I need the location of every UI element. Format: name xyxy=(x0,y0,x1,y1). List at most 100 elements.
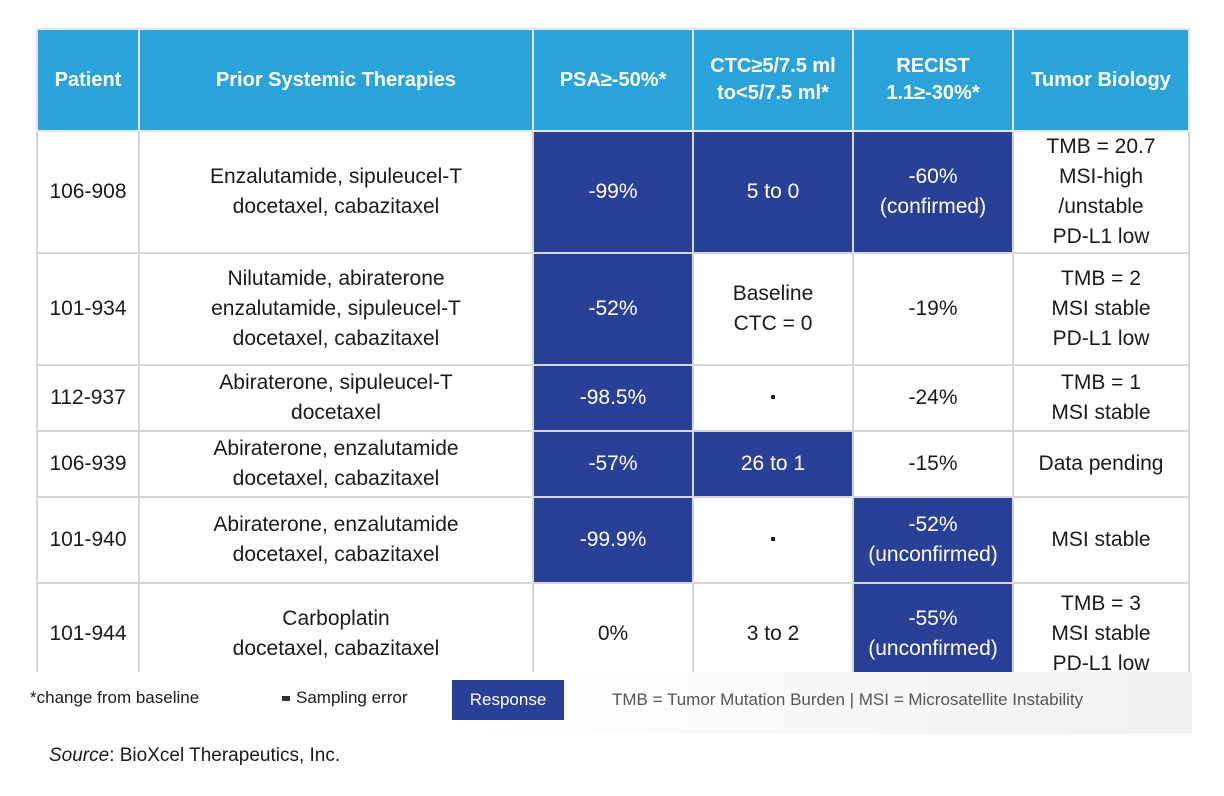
therapies-line: Carboplatin xyxy=(282,607,390,630)
recist-cell: -55% (unconfirmed) xyxy=(852,582,1014,686)
therapies-line: docetaxel, cabazitaxel xyxy=(232,467,440,490)
recist-line: -15% xyxy=(908,452,958,475)
biology-cell: TMB = 1 MSI stable xyxy=(1012,364,1190,432)
recist-line: -60% xyxy=(908,165,958,188)
therapies-line: Abiraterone, enzalutamide xyxy=(213,437,459,460)
column-header-line: RECIST 1.1 xyxy=(886,55,970,104)
column-header-line: Prior Systemic Therapies xyxy=(215,68,457,91)
psa-line: -98.5% xyxy=(579,386,647,409)
therapies-cell: Carboplatin docetaxel, cabazitaxel xyxy=(138,582,534,686)
table-body: 106-908 Enzalutamide, sipuleucel-T docetax… xyxy=(36,130,1190,686)
psa-line: -57% xyxy=(588,452,638,475)
ctc-cell: ▪ xyxy=(692,496,854,584)
psa-line: -52% xyxy=(588,297,638,320)
biology-line: TMB = 3 xyxy=(1061,592,1141,615)
column-header: Patient xyxy=(36,28,140,132)
psa-cell: 0% xyxy=(532,582,694,686)
column-header-line: ≥-30%* xyxy=(914,82,980,104)
ctc-cell: 3 to 2 xyxy=(692,582,854,686)
patient-cell: 101-944 xyxy=(36,582,140,686)
ctc-cell: 5 to 0 xyxy=(692,130,854,254)
biology-line: Data pending xyxy=(1038,452,1164,475)
abbreviation-legend: TMB = Tumor Mutation Burden | MSI = Micr… xyxy=(612,690,1084,709)
table-row: 101-944 Carboplatin docetaxel, cabazitaxel… xyxy=(36,582,1190,686)
ctc-cell: Baseline CTC = 0 xyxy=(692,252,854,366)
biology-cell: MSI stable xyxy=(1012,496,1190,584)
psa-cell: -98.5% xyxy=(532,364,694,432)
table-row: 101-940 Abiraterone, enzalutamide docetaxe… xyxy=(36,496,1190,584)
biology-line: TMB = 2 xyxy=(1061,267,1141,290)
column-header: PSA≥-50%* xyxy=(532,28,694,132)
recist-line: -24% xyxy=(908,386,958,409)
recist-line: -52% xyxy=(908,513,958,536)
source-label: Source xyxy=(49,745,110,766)
therapies-line: Abiraterone, sipuleucel-T xyxy=(219,371,453,394)
biology-line: TMB = 20.7 xyxy=(1046,135,1156,158)
recist-line: (unconfirmed) xyxy=(868,543,998,566)
patient-cell: 101-940 xyxy=(36,496,140,584)
table-header-row: Patient Prior Systemic Therapies PSA≥-50%*… xyxy=(36,28,1190,132)
ctc-line: Baseline xyxy=(732,282,814,305)
patient-cell: 106-908 xyxy=(36,130,140,254)
ctc-line: 26 to 1 xyxy=(740,452,806,475)
table-row: 112-937 Abiraterone, sipuleucel-T docetaxe… xyxy=(36,364,1190,432)
recist-cell: -15% xyxy=(852,430,1014,498)
legend-bar: *change from baseline Sampling error Res… xyxy=(0,672,1192,734)
recist-line: -19% xyxy=(908,297,958,320)
biology-line: TMB = 1 xyxy=(1061,371,1141,394)
ctc-cell: ▪ xyxy=(692,364,854,432)
recist-cell: -60% (confirmed) xyxy=(852,130,1014,254)
biology-cell: TMB = 20.7 MSI-high /unstable PD-L1 low xyxy=(1012,130,1190,254)
biology-line: MSI stable xyxy=(1051,297,1151,320)
column-header: Prior Systemic Therapies xyxy=(138,28,534,132)
therapies-cell: Abiraterone, enzalutamide docetaxel, caba… xyxy=(138,496,534,584)
ctc-line: 5 to 0 xyxy=(746,180,800,203)
therapies-line: docetaxel, cabazitaxel xyxy=(232,637,440,660)
therapies-cell: Abiraterone, sipuleucel-T docetaxel xyxy=(138,364,534,432)
psa-cell: -99.9% xyxy=(532,496,694,584)
patient-cell: 112-937 xyxy=(36,364,140,432)
therapies-line: docetaxel, cabazitaxel xyxy=(232,327,440,350)
recist-cell: -24% xyxy=(852,364,1014,432)
biology-line: MSI stable xyxy=(1051,528,1151,551)
source-text: : BioXcel Therapeutics, Inc. xyxy=(109,745,341,766)
biology-cell: TMB = 2 MSI stable PD-L1 low xyxy=(1012,252,1190,366)
biology-line: MSI stable xyxy=(1051,622,1151,645)
column-header: Tumor Biology xyxy=(1012,28,1190,132)
table-row: 106-908 Enzalutamide, sipuleucel-T docetax… xyxy=(36,130,1190,254)
recist-line: (unconfirmed) xyxy=(868,637,998,660)
ctc-cell: 26 to 1 xyxy=(692,430,854,498)
column-header-line: Tumor Biology xyxy=(1031,68,1171,91)
psa-cell: -52% xyxy=(532,252,694,366)
column-header-line: ≥5/7.5 ml to xyxy=(717,55,836,104)
ctc-line: 3 to 2 xyxy=(746,622,800,645)
recist-cell: -52% (unconfirmed) xyxy=(852,496,1014,584)
psa-cell: -99% xyxy=(532,130,694,254)
therapies-line: docetaxel, cabazitaxel xyxy=(232,543,440,566)
change-footnote: *change from baseline xyxy=(30,688,200,707)
table-row: 101-934 Nilutamide, abiraterone enzalutami… xyxy=(36,252,1190,366)
biology-cell: TMB = 3 MSI stable PD-L1 low xyxy=(1012,582,1190,686)
source-credit: Source: BioXcel Therapeutics, Inc. xyxy=(49,745,340,767)
ctc-line: ▪ xyxy=(770,531,776,548)
column-header-line: <5/7.5 ml* xyxy=(736,82,829,104)
patient-cell: 101-934 xyxy=(36,252,140,366)
column-header-line: CTC xyxy=(710,55,752,77)
therapies-line: Enzalutamide, sipuleucel-T xyxy=(209,165,463,188)
recist-cell: -19% xyxy=(852,252,1014,366)
therapies-cell: Enzalutamide, sipuleucel-T docetaxel, cab… xyxy=(138,130,534,254)
therapies-line: docetaxel, cabazitaxel xyxy=(232,195,440,218)
ctc-line: ▪ xyxy=(770,389,776,406)
column-header: CTC≥5/7.5 ml to<5/7.5 ml* xyxy=(692,28,854,132)
psa-line: 0% xyxy=(597,622,629,645)
biology-line: PD-L1 low xyxy=(1052,652,1150,675)
therapies-line: Nilutamide, abiraterone xyxy=(227,267,445,290)
therapies-line: docetaxel xyxy=(291,401,381,424)
biology-line: PD-L1 low xyxy=(1052,327,1150,350)
recist-line: (confirmed) xyxy=(879,195,987,218)
table-row: 106-939 Abiraterone, enzalutamide docetaxe… xyxy=(36,430,1190,498)
column-header-line: ≥-50%* xyxy=(600,68,667,91)
recist-line: -55% xyxy=(908,607,958,630)
therapies-cell: Abiraterone, enzalutamide docetaxel, caba… xyxy=(138,430,534,498)
sampling-error-label: Sampling error xyxy=(296,688,408,707)
